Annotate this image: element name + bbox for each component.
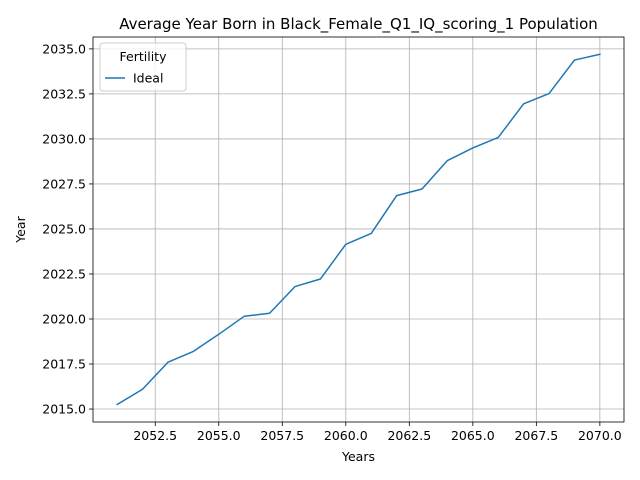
y-tick-label: 2022.5 [42, 266, 86, 281]
y-tick-label: 2030.0 [42, 131, 86, 146]
plot-frame [92, 36, 625, 423]
series-layer [116, 53, 601, 406]
x-tick-label: 2057.5 [260, 428, 304, 443]
y-tick-label: 2032.5 [42, 86, 86, 101]
series-line-ideal [116, 53, 601, 406]
x-tick-label: 2060.0 [324, 428, 368, 443]
x-tick-label: 2067.5 [514, 428, 558, 443]
x-tick-label: 2052.5 [133, 428, 177, 443]
y-axis-label: Year [13, 215, 28, 243]
x-axis-label: Years [341, 449, 375, 464]
x-tick-label: 2055.0 [197, 428, 241, 443]
legend: Fertility Ideal [99, 42, 187, 92]
legend-label-ideal: Ideal [133, 71, 163, 86]
grid [93, 37, 624, 422]
x-tick-label: 2062.5 [387, 428, 431, 443]
legend-box [99, 42, 187, 92]
y-tick-label: 2027.5 [42, 176, 86, 191]
y-tick-label: 2017.5 [42, 357, 86, 372]
y-tick-label: 2015.0 [42, 402, 86, 417]
chart-title: Average Year Born in Black_Female_Q1_IQ_… [119, 15, 598, 34]
y-axis: 2015.0 2017.5 2020.0 2022.5 2025.0 2027.5 2030… [42, 41, 93, 417]
legend-title: Fertility [120, 49, 168, 64]
y-tick-label: 2020.0 [42, 311, 86, 326]
x-axis: 2052.5 2055.0 2057.5 2060.0 2062.5 2065.0 2067… [133, 422, 622, 443]
x-tick-label: 2070.0 [578, 428, 622, 443]
y-tick-label: 2025.0 [42, 221, 86, 236]
y-tick-label: 2035.0 [42, 41, 86, 56]
x-tick-label: 2065.0 [451, 428, 495, 443]
